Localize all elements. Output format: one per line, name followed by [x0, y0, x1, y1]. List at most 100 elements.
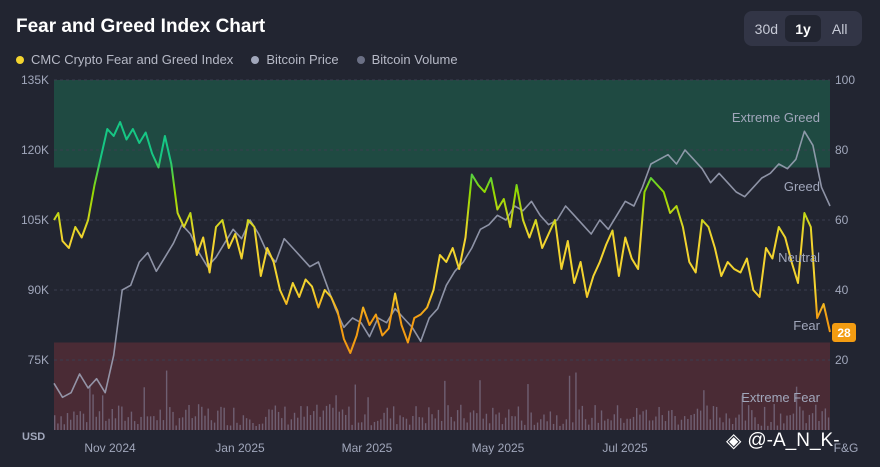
volume-bar: [472, 410, 475, 430]
volume-bar: [757, 423, 759, 430]
timeframe-30d-button[interactable]: 30d: [754, 20, 779, 37]
volume-bar: [105, 420, 107, 430]
volume-bar: [82, 413, 85, 430]
volume-bar: [479, 380, 481, 430]
volume-bar: [418, 417, 420, 430]
volume-bar: [428, 407, 430, 430]
volume-bar: [520, 420, 523, 430]
x-axis-tick: Nov 2024: [84, 441, 136, 455]
volume-bar: [543, 414, 545, 430]
volume-bar: [335, 395, 337, 430]
volume-bar: [588, 424, 590, 430]
legend-item-bitcoin-volume[interactable]: Bitcoin Volume: [356, 52, 458, 67]
volume-bar: [536, 422, 539, 430]
volume-bar: [185, 409, 187, 430]
volume-bar: [540, 419, 542, 430]
volume-bar: [85, 422, 88, 430]
volume-bar: [383, 412, 385, 430]
volume-bar: [360, 422, 363, 430]
volume-bar: [76, 415, 78, 430]
legend-label-bitcoin-volume: Bitcoin Volume: [371, 52, 458, 67]
volume-bar: [492, 407, 494, 430]
volume-bar: [201, 406, 203, 430]
volume-bar: [178, 418, 181, 430]
volume-bar: [808, 414, 811, 430]
volume-bar: [98, 411, 101, 430]
volume-bar: [770, 421, 772, 430]
volume-bar: [207, 408, 209, 430]
volume-bar: [821, 411, 823, 430]
volume-bar: [316, 404, 318, 430]
volume-bar: [677, 424, 679, 430]
volume-bar: [197, 404, 200, 430]
volume-bar: [268, 409, 270, 430]
volume-bar: [338, 411, 341, 430]
volume-bar: [578, 409, 580, 430]
volume-bar: [744, 420, 747, 430]
volume-bar: [648, 420, 651, 430]
volume-bar: [130, 411, 133, 430]
volume-bar: [747, 405, 750, 430]
volume-bar: [763, 406, 766, 430]
volume-bar: [341, 409, 344, 430]
volume-bar: [440, 420, 443, 430]
volume-bar: [258, 424, 261, 430]
volume-bar: [581, 405, 584, 430]
volume-bar: [265, 416, 267, 430]
volume-bar: [508, 409, 510, 430]
legend-dot-fear-greed: [16, 55, 24, 64]
volume-bar: [255, 425, 257, 430]
volume-bar: [242, 415, 245, 430]
volume-bar: [773, 404, 775, 430]
volume-bar: [482, 418, 484, 430]
current-value-badge: [832, 323, 856, 342]
volume-bar: [172, 411, 174, 430]
volume-bar: [396, 424, 398, 430]
volume-bar: [191, 418, 193, 430]
volume-bar: [629, 418, 632, 430]
volume-bar: [527, 384, 529, 430]
volume-bar: [488, 423, 491, 430]
volume-bar: [95, 416, 97, 430]
timeframe-all-button[interactable]: All: [831, 20, 848, 37]
volume-bar: [57, 423, 59, 430]
right-axis-tick: 60: [835, 213, 849, 227]
timeframe-1y-button[interactable]: 1y: [784, 15, 822, 42]
x-axis-tick: F&G: [834, 441, 859, 455]
volume-bar: [594, 405, 596, 430]
volume-bar: [146, 416, 149, 430]
volume-bar: [159, 409, 161, 430]
volume-bar: [655, 416, 657, 430]
left-axis-tick: 135K: [21, 73, 49, 87]
legend-label-bitcoin-price: Bitcoin Price: [266, 52, 339, 67]
watermark-text: @-A_N_K-: [747, 429, 840, 451]
volume-bar: [332, 407, 334, 430]
volume-bar: [562, 423, 564, 430]
volume-bar: [805, 423, 807, 430]
volume-bar: [252, 422, 254, 430]
volume-bar: [367, 397, 369, 430]
volume-bar: [63, 424, 65, 430]
zone-label: Greed: [784, 179, 820, 194]
volume-bar: [530, 412, 532, 430]
volume-bar: [165, 370, 168, 430]
volume-bar: [658, 406, 660, 430]
volume-bar: [715, 406, 718, 430]
volume-bar: [274, 405, 277, 430]
volume-bar: [463, 418, 465, 430]
volume-bar: [466, 422, 468, 430]
legend-item-bitcoin-price[interactable]: Bitcoin Price: [251, 52, 339, 67]
volume-bar: [293, 412, 296, 430]
volume-bar: [604, 420, 606, 430]
volume-bar: [437, 409, 440, 430]
left-axis-tick: 105K: [21, 213, 49, 227]
volume-bar: [636, 408, 638, 430]
volume-bar: [194, 416, 197, 430]
zone-extreme-greed: [54, 80, 830, 168]
left-axis-tick: 90K: [28, 283, 49, 297]
volume-bar: [735, 417, 737, 430]
volume-bar: [504, 417, 507, 430]
volume-bar: [325, 405, 328, 430]
legend-item-fear-greed[interactable]: CMC Crypto Fear and Greed Index: [16, 52, 233, 67]
